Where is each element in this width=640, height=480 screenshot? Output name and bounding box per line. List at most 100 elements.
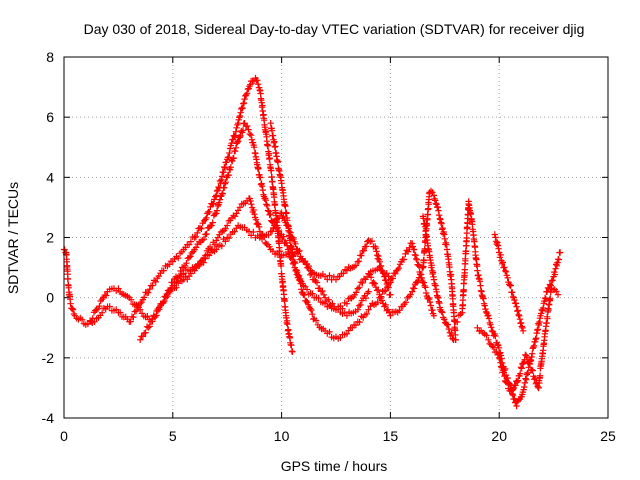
y-tick-label: 8 xyxy=(46,49,54,65)
data-point-marker xyxy=(260,233,268,241)
data-point-marker xyxy=(504,274,511,281)
data-point-marker xyxy=(185,254,193,261)
data-point-marker xyxy=(232,144,240,151)
data-point-marker xyxy=(103,292,110,299)
data-point-marker xyxy=(232,148,239,155)
data-point-marker xyxy=(151,313,159,320)
series-trace-f xyxy=(365,187,459,343)
data-point-marker xyxy=(382,277,390,284)
data-point-marker xyxy=(234,138,241,146)
data-point-marker xyxy=(321,294,329,301)
data-point-marker xyxy=(216,199,223,206)
data-point-marker xyxy=(501,373,508,380)
data-point-marker xyxy=(145,289,152,296)
data-point-marker xyxy=(124,293,131,300)
data-point-marker xyxy=(358,252,365,259)
data-point-marker xyxy=(220,169,227,176)
data-point-marker xyxy=(430,192,438,199)
data-point-marker xyxy=(173,284,180,291)
data-point-marker xyxy=(271,138,278,145)
data-point-marker xyxy=(217,228,225,236)
data-point-marker xyxy=(436,215,443,222)
series-trace-e xyxy=(267,120,438,342)
data-point-marker xyxy=(303,297,310,305)
data-point-marker xyxy=(513,303,520,310)
data-point-marker xyxy=(309,290,316,297)
data-point-marker xyxy=(502,267,509,274)
data-point-marker xyxy=(214,202,221,210)
data-point-marker xyxy=(493,348,500,356)
data-point-marker xyxy=(402,299,410,306)
data-point-marker xyxy=(541,294,549,302)
data-point-marker xyxy=(127,296,135,303)
data-point-marker xyxy=(222,225,229,232)
data-point-marker xyxy=(353,289,360,296)
y-axis-label: SDTVAR / TECUs xyxy=(5,182,21,294)
data-point-marker xyxy=(288,249,296,256)
data-point-marker xyxy=(545,306,552,314)
data-point-marker xyxy=(441,316,448,323)
data-point-marker xyxy=(280,233,287,240)
data-point-marker xyxy=(482,308,490,315)
data-point-marker xyxy=(291,258,298,265)
data-point-marker xyxy=(301,291,308,299)
data-point-marker xyxy=(178,277,186,285)
data-point-marker xyxy=(211,241,218,248)
data-point-marker xyxy=(254,77,261,84)
data-point-marker xyxy=(286,334,294,342)
data-point-marker xyxy=(551,271,559,278)
data-point-marker xyxy=(426,248,433,255)
data-point-marker xyxy=(512,300,520,307)
data-point-marker xyxy=(160,267,167,274)
data-point-marker xyxy=(415,261,422,268)
data-point-marker xyxy=(61,246,68,253)
data-point-marker xyxy=(251,149,259,157)
data-point-marker xyxy=(543,320,550,327)
data-point-marker xyxy=(274,158,282,166)
series-trace-d xyxy=(169,195,394,299)
data-point-marker xyxy=(230,154,237,162)
data-point-marker xyxy=(268,228,276,235)
data-point-marker xyxy=(178,271,186,278)
x-tick-label: 20 xyxy=(491,428,507,444)
data-point-marker xyxy=(308,306,315,314)
data-point-marker xyxy=(434,204,441,211)
data-point-marker xyxy=(356,284,363,291)
data-point-marker xyxy=(192,244,200,251)
data-point-marker xyxy=(506,281,513,288)
data-point-marker xyxy=(521,383,528,391)
data-point-marker xyxy=(325,296,332,303)
data-point-marker xyxy=(225,235,233,242)
data-point-marker xyxy=(516,312,523,319)
data-point-marker xyxy=(262,197,269,204)
data-point-marker xyxy=(512,382,519,389)
data-point-marker xyxy=(497,251,504,259)
data-point-marker xyxy=(236,204,244,211)
data-point-marker xyxy=(215,183,222,191)
data-point-marker xyxy=(422,289,430,297)
data-point-marker xyxy=(462,257,469,264)
data-point-marker xyxy=(474,324,481,331)
data-point-marker xyxy=(245,126,252,133)
y-tick-label: -4 xyxy=(42,410,55,426)
data-point-marker xyxy=(296,276,303,284)
data-point-marker xyxy=(531,376,538,383)
data-point-marker xyxy=(449,335,456,342)
data-point-marker xyxy=(410,285,418,292)
data-point-marker xyxy=(549,277,556,284)
data-point-marker xyxy=(509,289,516,296)
series-trace-j xyxy=(491,231,527,334)
data-point-marker xyxy=(295,273,302,281)
data-point-marker xyxy=(362,295,370,302)
data-point-marker xyxy=(144,313,151,320)
data-point-marker xyxy=(89,315,96,322)
data-point-marker xyxy=(547,295,554,302)
data-point-marker xyxy=(454,318,461,326)
data-point-marker xyxy=(365,306,372,313)
data-point-marker xyxy=(127,318,134,325)
x-tick-label: 0 xyxy=(60,428,68,444)
data-point-marker xyxy=(247,81,254,88)
data-point-marker xyxy=(252,216,260,223)
data-point-marker xyxy=(264,142,272,149)
data-point-marker xyxy=(417,271,425,278)
